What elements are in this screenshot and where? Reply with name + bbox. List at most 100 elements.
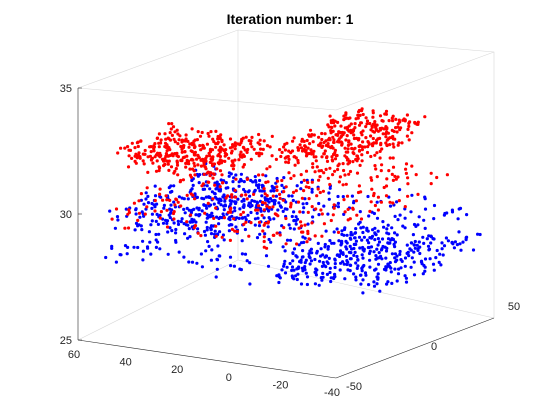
data-point-series-1 xyxy=(396,143,400,147)
data-point-series-0 xyxy=(249,210,253,215)
data-point-series-0 xyxy=(388,204,393,208)
data-point-series-0 xyxy=(301,202,305,206)
data-point-series-1 xyxy=(169,165,174,169)
data-point-series-0 xyxy=(188,235,192,239)
data-point-series-1 xyxy=(381,132,385,136)
data-point-series-1 xyxy=(321,189,325,193)
data-point-series-1 xyxy=(208,160,212,164)
data-point-series-0 xyxy=(303,261,307,265)
data-point-series-1 xyxy=(385,143,389,148)
data-point-series-0 xyxy=(317,213,321,217)
data-point-series-1 xyxy=(229,206,233,210)
data-point-series-0 xyxy=(378,289,382,293)
data-point-series-0 xyxy=(313,257,317,262)
data-point-series-1 xyxy=(242,163,246,167)
data-point-series-0 xyxy=(255,200,259,204)
data-point-series-0 xyxy=(471,248,476,252)
data-point-series-1 xyxy=(384,135,388,139)
data-point-series-1 xyxy=(347,172,351,176)
data-point-series-1 xyxy=(235,229,239,234)
data-point-series-1 xyxy=(305,138,309,143)
data-point-series-0 xyxy=(259,207,263,211)
data-point-series-0 xyxy=(458,242,462,246)
data-point-series-0 xyxy=(237,180,241,184)
data-point-series-1 xyxy=(343,154,347,158)
data-point-series-0 xyxy=(358,273,363,277)
data-point-series-0 xyxy=(216,184,220,188)
data-point-series-1 xyxy=(196,154,200,158)
data-point-series-1 xyxy=(189,213,193,217)
data-point-series-1 xyxy=(352,133,356,137)
data-point-series-0 xyxy=(328,186,332,190)
data-point-series-0 xyxy=(285,238,290,242)
data-point-series-1 xyxy=(205,154,209,158)
data-point-series-1 xyxy=(233,147,237,151)
data-point-series-1 xyxy=(413,120,417,125)
data-point-series-1 xyxy=(218,154,222,159)
data-point-series-1 xyxy=(265,204,269,208)
data-point-series-1 xyxy=(222,216,226,220)
data-point-series-0 xyxy=(199,252,203,256)
data-point-series-0 xyxy=(290,265,295,269)
data-point-series-1 xyxy=(230,227,234,231)
data-point-series-0 xyxy=(306,222,310,226)
data-point-series-0 xyxy=(414,224,418,228)
data-point-series-1 xyxy=(371,109,375,113)
data-point-series-1 xyxy=(136,218,140,222)
data-point-series-0 xyxy=(176,222,181,226)
data-point-series-1 xyxy=(233,158,237,162)
data-point-series-1 xyxy=(193,145,197,149)
data-point-series-0 xyxy=(322,263,326,267)
data-point-series-0 xyxy=(296,272,300,276)
data-point-series-1 xyxy=(137,151,141,155)
data-point-series-0 xyxy=(337,239,341,243)
data-point-series-1 xyxy=(351,129,355,133)
data-point-series-1 xyxy=(315,165,319,169)
data-point-series-0 xyxy=(283,259,287,263)
data-point-series-1 xyxy=(208,174,212,178)
data-point-series-1 xyxy=(306,146,310,150)
data-point-series-0 xyxy=(266,225,270,229)
data-point-series-1 xyxy=(384,194,389,198)
data-point-series-0 xyxy=(169,184,173,188)
data-point-series-1 xyxy=(271,205,275,209)
data-point-series-1 xyxy=(173,203,177,207)
data-point-series-1 xyxy=(331,213,335,217)
data-point-series-0 xyxy=(374,254,378,258)
data-point-series-1 xyxy=(355,171,360,175)
data-point-series-0 xyxy=(116,218,120,222)
data-point-series-0 xyxy=(451,242,455,246)
data-point-series-0 xyxy=(272,189,276,193)
data-point-series-0 xyxy=(229,264,233,268)
data-point-series-0 xyxy=(254,180,258,184)
data-point-series-1 xyxy=(366,140,370,144)
data-point-series-0 xyxy=(413,239,417,244)
data-point-series-1 xyxy=(157,141,161,145)
data-point-series-1 xyxy=(183,150,187,154)
data-point-series-1 xyxy=(247,139,251,143)
data-point-series-0 xyxy=(423,207,428,211)
data-point-series-0 xyxy=(390,226,394,230)
data-point-series-0 xyxy=(258,178,262,183)
data-point-series-1 xyxy=(313,170,317,174)
data-point-series-1 xyxy=(355,213,359,217)
data-point-series-0 xyxy=(380,237,385,241)
data-point-series-1 xyxy=(387,119,391,123)
data-point-series-0 xyxy=(154,232,158,237)
data-point-series-0 xyxy=(398,249,402,254)
data-point-series-0 xyxy=(324,229,328,233)
data-point-series-1 xyxy=(315,194,319,198)
data-point-series-0 xyxy=(183,211,187,215)
data-point-series-0 xyxy=(257,224,262,228)
data-point-series-1 xyxy=(338,175,342,179)
data-point-series-0 xyxy=(272,198,276,203)
data-point-series-0 xyxy=(405,243,409,247)
data-point-series-1 xyxy=(336,120,340,124)
data-point-series-1 xyxy=(341,183,345,187)
data-point-series-0 xyxy=(366,194,370,199)
data-point-series-0 xyxy=(342,262,346,266)
data-point-series-0 xyxy=(142,202,146,206)
data-point-series-1 xyxy=(320,137,324,142)
data-point-series-1 xyxy=(327,136,331,140)
data-point-series-0 xyxy=(292,247,297,251)
